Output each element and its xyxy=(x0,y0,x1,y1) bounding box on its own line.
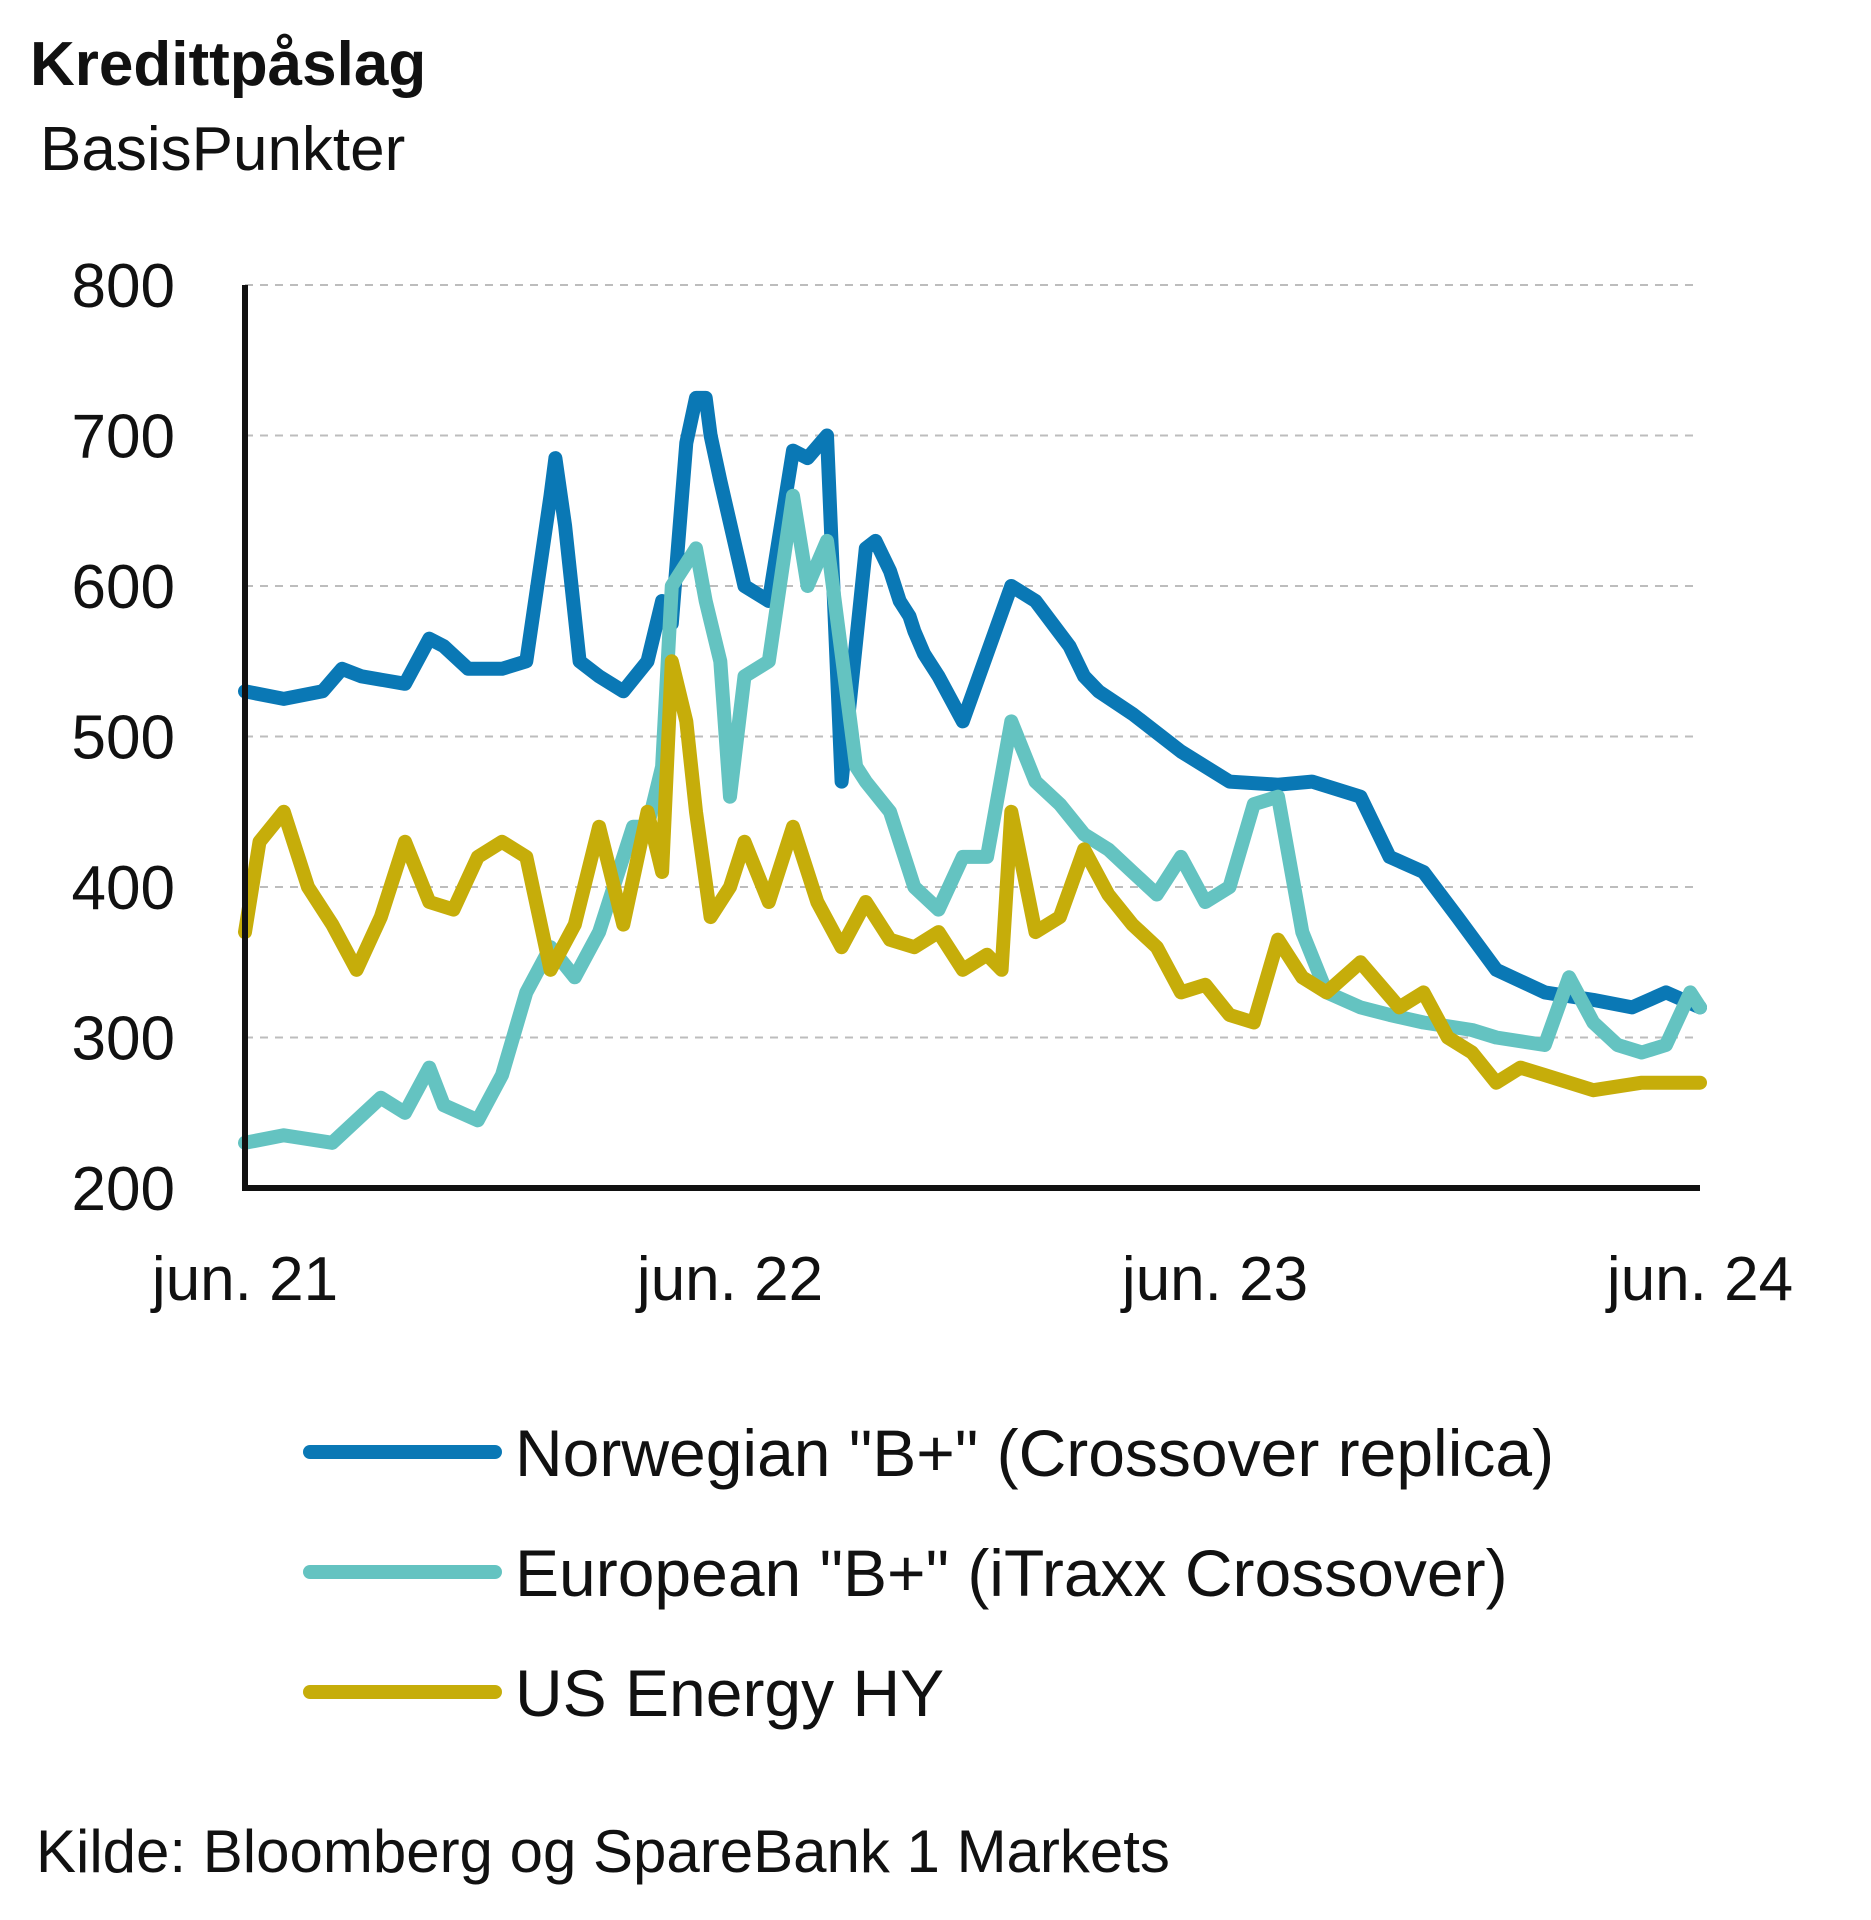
x-tick-label-3: jun. 24 xyxy=(1605,1245,1793,1314)
chart-title: Kredittpåslag xyxy=(30,30,426,99)
y-tick-label-800: 800 xyxy=(72,252,175,321)
x-tick-label-2: jun. 23 xyxy=(1120,1245,1308,1314)
legend: Norwegian "B+" (Crossover replica) Europe… xyxy=(303,1416,1554,1730)
legend-label-2: US Energy HY xyxy=(515,1656,944,1730)
series-lines xyxy=(238,390,1707,1150)
series-line-2 xyxy=(238,654,1707,1098)
x-tick-label-1: jun. 22 xyxy=(635,1245,823,1314)
y-tick-label-500: 500 xyxy=(72,704,175,773)
source-note: Kilde: Bloomberg og SpareBank 1 Markets xyxy=(36,1818,1170,1885)
y-tick-label-200: 200 xyxy=(72,1155,175,1224)
x-axis-tick-labels: jun. 21 jun. 22 jun. 23 jun. 24 xyxy=(150,1245,1793,1314)
y-tick-label-300: 300 xyxy=(72,1005,175,1074)
gridlines xyxy=(245,284,1700,1039)
y-tick-label-700: 700 xyxy=(72,403,175,472)
y-axis-tick-labels: 200 300 400 500 600 700 800 xyxy=(72,252,175,1224)
legend-label-0: Norwegian "B+" (Crossover replica) xyxy=(515,1416,1554,1490)
legend-label-1: European "B+" (iTraxx Crossover) xyxy=(515,1536,1508,1610)
series-line-1 xyxy=(238,488,1707,1150)
y-tick-label-400: 400 xyxy=(72,854,175,923)
chart-subtitle: BasisPunkter xyxy=(40,115,405,184)
series-line-0 xyxy=(238,390,1707,1015)
y-tick-label-600: 600 xyxy=(72,553,175,622)
axes xyxy=(242,285,1700,1191)
x-tick-label-0: jun. 21 xyxy=(150,1245,338,1314)
